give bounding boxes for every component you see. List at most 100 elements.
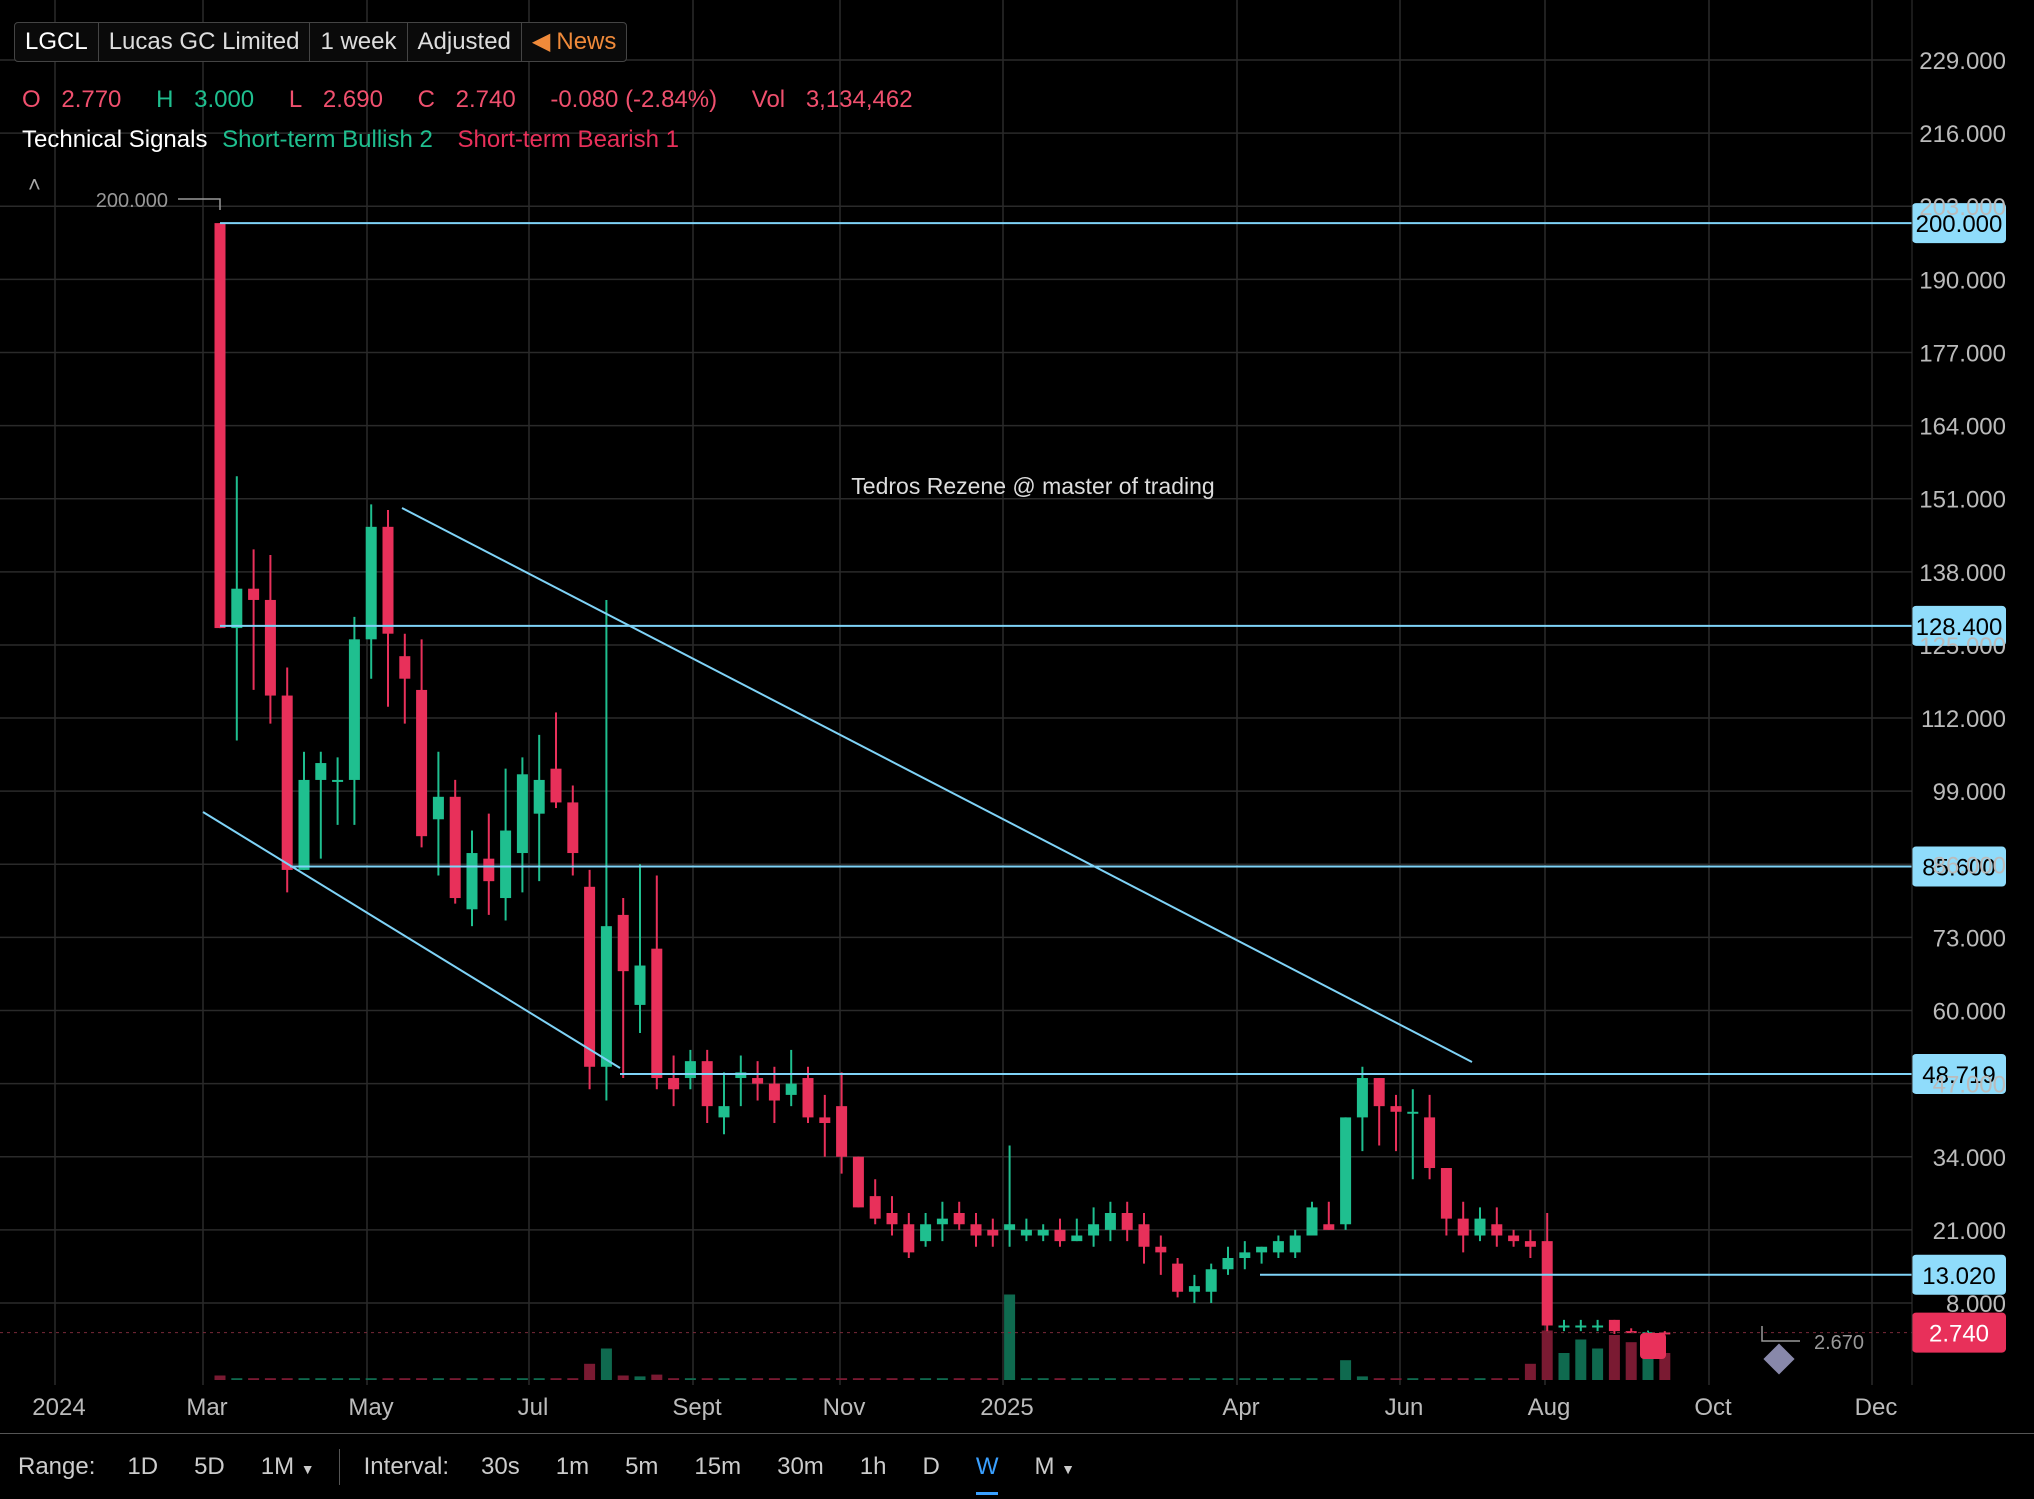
candle-body (1407, 1111, 1419, 1114)
candle-body (1491, 1224, 1503, 1236)
volume-bar (1474, 1378, 1486, 1380)
bullish-signal[interactable]: Short-term Bullish 2 (222, 126, 433, 153)
interval-1m[interactable]: 1m (555, 1452, 590, 1480)
volume-label: Vol (751, 86, 786, 113)
y-tick-label: 164.000 (1919, 414, 2006, 441)
volume-bar (365, 1378, 377, 1380)
interval-30s[interactable]: 30s (481, 1452, 520, 1480)
candle-body (1155, 1246, 1167, 1253)
volume-bar (920, 1378, 932, 1380)
range-1m[interactable]: 1M ▼ (243, 1453, 333, 1481)
candle-body (1306, 1207, 1318, 1236)
interval-d[interactable]: D (922, 1452, 940, 1480)
volume-bar (1020, 1378, 1032, 1380)
interval-m[interactable]: M ▼ (1016, 1453, 1093, 1481)
interval-15m[interactable]: 15m (694, 1452, 742, 1480)
volume-bar (1457, 1378, 1469, 1380)
volume-bar (735, 1378, 747, 1380)
volume-bar (718, 1378, 730, 1380)
y-tick-label: 86.000 (1933, 852, 2006, 879)
low-label: L (288, 86, 303, 113)
candle-body (399, 656, 411, 679)
candle-body (1289, 1235, 1301, 1253)
interval-5m[interactable]: 5m (625, 1452, 659, 1480)
interval-1h[interactable]: 1h (859, 1452, 887, 1480)
volume-bar (953, 1378, 965, 1380)
volume-bars (214, 1294, 1671, 1380)
volume-bar (768, 1378, 780, 1380)
candle-body (1558, 1325, 1570, 1328)
range-1d[interactable]: 1D (127, 1452, 159, 1480)
adjustment-toggle[interactable]: Adjusted (408, 23, 522, 61)
y-tick-label: 99.000 (1933, 779, 2006, 806)
last-price-label: 2.740 (1929, 1321, 1989, 1348)
volume-bar (802, 1378, 814, 1380)
low-marker-connector (1761, 1326, 1800, 1342)
volume-bar (1306, 1378, 1318, 1380)
range-5d[interactable]: 5D (194, 1452, 225, 1480)
period-selector[interactable]: 1 week (310, 23, 408, 61)
low-marker-label: 2.670 (1814, 1332, 1864, 1354)
candle-body (600, 926, 612, 1067)
volume-bar (1004, 1294, 1016, 1380)
trendline-lower (202, 811, 621, 1069)
price-level-label: 200.000 (1916, 211, 2003, 238)
interval-m-label: M (1034, 1452, 1055, 1480)
trendline-upper (401, 507, 1473, 1063)
y-tick-label: 47.000 (1933, 1072, 2006, 1099)
price-level-tag (1912, 1254, 2006, 1295)
candle-body (802, 1078, 814, 1118)
x-tick-label: Sept (672, 1394, 722, 1421)
volume-bar (1659, 1353, 1671, 1380)
volume-bar (1323, 1378, 1335, 1380)
price-level-label: 85.600 (1922, 855, 1995, 882)
candle-body (1104, 1213, 1116, 1230)
volume-bar (584, 1363, 596, 1380)
x-tick-label: Jul (518, 1394, 549, 1421)
candle-body (231, 588, 243, 629)
price-level-label: 13.020 (1922, 1263, 1995, 1290)
candle-body (1340, 1117, 1352, 1225)
x-tick-label: Aug (1528, 1394, 1571, 1421)
change-value: -0.080 (-2.84%) (550, 86, 718, 113)
volume-bar (1289, 1378, 1301, 1380)
candle-body (500, 830, 512, 899)
volume-bar (416, 1378, 428, 1380)
high-marker-label: 200.000 (96, 190, 168, 212)
volume-bar (298, 1378, 310, 1380)
candle-body (567, 802, 579, 854)
news-button[interactable]: ◀︎ News (522, 23, 626, 61)
candle-body (315, 763, 327, 780)
company-name[interactable]: Lucas GC Limited (99, 23, 311, 61)
volume-bar (516, 1378, 528, 1380)
candle-body (869, 1196, 881, 1219)
x-tick-label: May (348, 1394, 393, 1421)
collapse-caret-icon[interactable]: ˄ (28, 172, 41, 197)
candle-body (953, 1213, 965, 1225)
candle-body (903, 1224, 915, 1253)
price-level-label: 48.719 (1922, 1062, 1995, 1089)
interval-30m[interactable]: 30m (777, 1452, 824, 1480)
bearish-signal[interactable]: Short-term Bearish 1 (457, 126, 679, 153)
candle-body (1188, 1286, 1200, 1292)
volume-bar (987, 1378, 999, 1380)
speaker-icon: ◀︎ (531, 28, 551, 55)
volume-bar (1524, 1363, 1536, 1380)
y-tick-label: 138.000 (1919, 560, 2006, 587)
candle-body (449, 796, 461, 899)
volume-bar (1138, 1378, 1150, 1380)
volume-bar (684, 1378, 696, 1380)
symbol-ticker[interactable]: LGCL (15, 23, 99, 61)
open-label: O (22, 86, 41, 113)
interval-w[interactable]: W (958, 1453, 1017, 1495)
volume-bar (1440, 1378, 1452, 1380)
x-tick-label: Nov (823, 1394, 866, 1421)
price-chart[interactable]: 200.000 128.400 85.600 48.719 13.020 2.740 200… (0, 0, 2034, 1433)
volume-bar (264, 1378, 276, 1380)
volume-bar (617, 1375, 629, 1380)
candle-body (1659, 1332, 1671, 1335)
y-tick-label: 203.000 (1919, 194, 2006, 221)
x-tick-label: Dec (1855, 1394, 1898, 1421)
high-value: 3.000 (194, 86, 255, 113)
price-level-label: 128.400 (1916, 614, 2003, 641)
